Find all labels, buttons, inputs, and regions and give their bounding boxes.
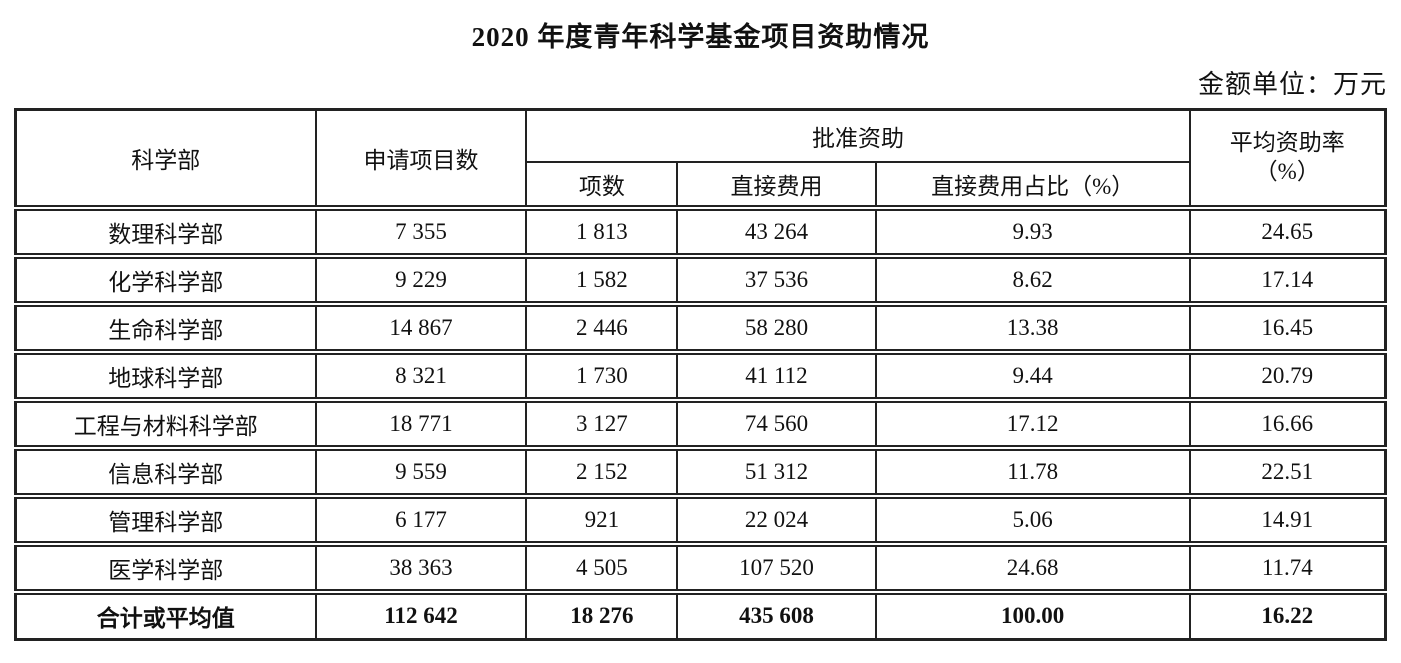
header-avg-rate: 平均资助率 （%） [1188,108,1387,209]
cell-direct-cost: 74 560 [676,396,877,449]
cell-rate: 11.74 [1188,540,1387,593]
cell-dept: 信息科学部 [14,444,317,497]
cell-rate: 22.51 [1188,444,1387,497]
cell-pct: 13.38 [874,300,1191,353]
cell-rate: 16.45 [1188,300,1387,353]
cell-pct: 9.44 [874,348,1191,401]
cell-direct-cost: 37 536 [676,252,877,305]
cell-pct: 9.93 [874,204,1191,257]
cell-count: 921 [525,492,679,545]
table-row: 生命科学部 14 867 2 446 58 280 13.38 16.45 [14,300,1387,353]
cell-direct-cost: 435 608 [676,588,877,641]
cell-count: 2 446 [525,300,679,353]
cell-count: 1 730 [525,348,679,401]
cell-applications: 14 867 [314,300,528,353]
cell-dept: 生命科学部 [14,300,317,353]
cell-dept: 合计或平均值 [14,588,317,641]
cell-dept: 医学科学部 [14,540,317,593]
table-row: 数理科学部 7 355 1 813 43 264 9.93 24.65 [14,204,1387,257]
cell-count: 18 276 [525,588,679,641]
cell-pct: 11.78 [874,444,1191,497]
cell-applications: 112 642 [314,588,528,641]
total-row: 合计或平均值 112 642 18 276 435 608 100.00 16.… [14,588,1387,641]
header-approved-group: 批准资助 [525,108,1191,163]
cell-count: 2 152 [525,444,679,497]
cell-applications: 8 321 [314,348,528,401]
header-dept: 科学部 [14,108,317,209]
cell-count: 1 582 [525,252,679,305]
cell-count: 4 505 [525,540,679,593]
cell-rate: 14.91 [1188,492,1387,545]
cell-rate: 16.66 [1188,396,1387,449]
table-row: 信息科学部 9 559 2 152 51 312 11.78 22.51 [14,444,1387,497]
cell-dept: 数理科学部 [14,204,317,257]
cell-applications: 6 177 [314,492,528,545]
funding-table: 科学部 申请项目数 批准资助 平均资助率 （%） 项数 直接费用 直接费用占比（… [14,108,1387,641]
table-row: 医学科学部 38 363 4 505 107 520 24.68 11.74 [14,540,1387,593]
cell-direct-cost: 43 264 [676,204,877,257]
table-row: 地球科学部 8 321 1 730 41 112 9.44 20.79 [14,348,1387,401]
header-count: 项数 [525,160,679,209]
cell-pct: 8.62 [874,252,1191,305]
cell-applications: 9 559 [314,444,528,497]
cell-rate: 24.65 [1188,204,1387,257]
cell-direct-cost: 51 312 [676,444,877,497]
cell-dept: 化学科学部 [14,252,317,305]
header-direct-cost: 直接费用 [676,160,877,209]
cell-applications: 7 355 [314,204,528,257]
cell-dept: 管理科学部 [14,492,317,545]
cell-dept: 工程与材料科学部 [14,396,317,449]
cell-applications: 18 771 [314,396,528,449]
cell-direct-cost: 58 280 [676,300,877,353]
cell-pct: 5.06 [874,492,1191,545]
cell-rate: 16.22 [1188,588,1387,641]
table-row: 化学科学部 9 229 1 582 37 536 8.62 17.14 [14,252,1387,305]
cell-direct-cost: 41 112 [676,348,877,401]
cell-pct: 100.00 [874,588,1191,641]
table-row: 管理科学部 6 177 921 22 024 5.06 14.91 [14,492,1387,545]
header-row-sub: 项数 直接费用 直接费用占比（%） [16,160,1386,209]
cell-pct: 17.12 [874,396,1191,449]
cell-dept: 地球科学部 [14,348,317,401]
header-direct-cost-pct: 直接费用占比（%） [874,160,1191,209]
cell-count: 1 813 [525,204,679,257]
cell-count: 3 127 [525,396,679,449]
header-applications: 申请项目数 [314,108,528,209]
header-row-top: 科学部 申请项目数 批准资助 平均资助率 （%） [14,108,1387,209]
cell-pct: 24.68 [874,540,1191,593]
cell-rate: 17.14 [1188,252,1387,305]
page-title: 2020 年度青年科学基金项目资助情况 [471,22,930,52]
table-row: 工程与材料科学部 18 771 3 127 74 560 17.12 16.66 [14,396,1387,449]
cell-applications: 38 363 [314,540,528,593]
unit-note: 金额单位：万元 [1197,70,1387,99]
cell-applications: 9 229 [314,252,528,305]
cell-direct-cost: 22 024 [676,492,877,545]
cell-rate: 20.79 [1188,348,1387,401]
cell-direct-cost: 107 520 [676,540,877,593]
